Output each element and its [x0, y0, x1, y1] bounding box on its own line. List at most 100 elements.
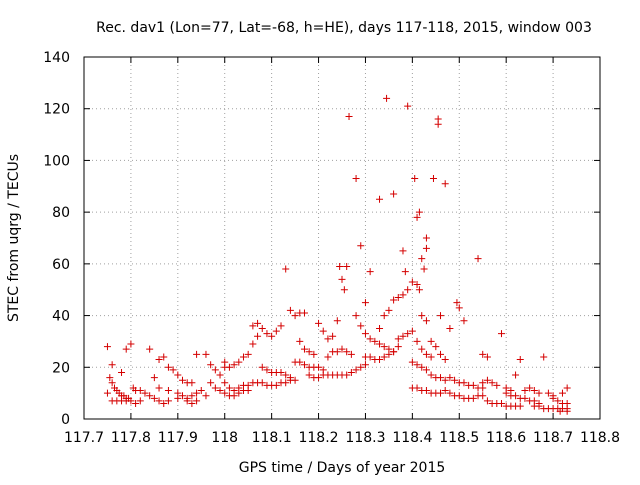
- data-point: [415, 286, 423, 294]
- data-point: [376, 195, 384, 203]
- x-tick-label: 118: [211, 430, 238, 446]
- data-point: [132, 399, 140, 407]
- data-point: [221, 379, 229, 387]
- data-point: [413, 384, 421, 392]
- data-point: [413, 361, 421, 369]
- data-point: [460, 317, 468, 325]
- data-point: [526, 384, 534, 392]
- data-point: [211, 366, 219, 374]
- data-point: [483, 353, 491, 361]
- data-points: [103, 94, 571, 415]
- data-point: [155, 384, 163, 392]
- x-axis-label: GPS time / Days of year 2015: [239, 460, 446, 476]
- x-tick-label: 118.6: [486, 430, 526, 446]
- data-point: [103, 343, 111, 351]
- data-point: [202, 392, 210, 400]
- data-point: [390, 190, 398, 198]
- data-point: [413, 213, 421, 221]
- data-point: [437, 389, 445, 397]
- data-point: [483, 397, 491, 405]
- data-point: [207, 379, 215, 387]
- data-point: [254, 332, 262, 340]
- data-point: [385, 350, 393, 358]
- data-point: [296, 337, 304, 345]
- data-point: [319, 327, 327, 335]
- data-point: [497, 330, 505, 338]
- x-tick-label: 118.3: [345, 430, 385, 446]
- data-point: [136, 397, 144, 405]
- data-point: [549, 394, 557, 402]
- data-point: [408, 278, 416, 286]
- data-point: [235, 358, 243, 366]
- data-point: [343, 371, 351, 379]
- data-point: [150, 394, 158, 402]
- y-axis-label: STEC from uqrg / TECUs: [6, 154, 22, 322]
- data-point: [338, 275, 346, 283]
- plot-frame: [83, 56, 601, 420]
- data-point: [441, 356, 449, 364]
- y-tick-label: 140: [43, 50, 70, 66]
- data-point: [249, 340, 257, 348]
- y-tick-label: 0: [61, 412, 70, 428]
- data-point: [254, 319, 262, 327]
- data-point: [441, 376, 449, 384]
- data-point: [376, 340, 384, 348]
- data-point: [390, 296, 398, 304]
- data-point: [272, 327, 280, 335]
- data-point: [422, 366, 430, 374]
- data-point: [357, 363, 365, 371]
- data-point: [216, 387, 224, 395]
- x-tick-label: 117.8: [111, 430, 151, 446]
- chart-title: Rec. dav1 (Lon=77, Lat=-68, h=HE), days …: [96, 20, 592, 36]
- data-point: [437, 350, 445, 358]
- data-point: [366, 335, 374, 343]
- data-point: [399, 291, 407, 299]
- data-point: [277, 322, 285, 330]
- y-tick-label: 20: [52, 360, 70, 376]
- data-point: [479, 350, 487, 358]
- data-point: [376, 325, 384, 332]
- data-point: [197, 387, 205, 395]
- x-tick-label: 118.7: [533, 430, 573, 446]
- data-point: [244, 350, 252, 358]
- data-point: [345, 112, 353, 120]
- y-tick-label: 120: [43, 102, 70, 118]
- data-point: [418, 345, 426, 353]
- data-point: [108, 379, 116, 387]
- data-point: [225, 384, 233, 392]
- data-point: [244, 387, 252, 395]
- x-tick-label: 118.8: [580, 430, 620, 446]
- data-point: [460, 379, 468, 387]
- data-point: [188, 399, 196, 407]
- data-point: [361, 299, 369, 307]
- data-point: [315, 374, 323, 382]
- data-point: [291, 312, 299, 320]
- x-tick-label: 118.1: [252, 430, 292, 446]
- data-point: [108, 361, 116, 369]
- data-point: [141, 389, 149, 397]
- data-point: [371, 337, 379, 345]
- grid: [84, 57, 600, 419]
- data-point: [146, 392, 154, 400]
- data-point: [422, 234, 430, 242]
- data-point: [361, 330, 369, 338]
- data-point: [282, 379, 290, 387]
- y-tick-label: 60: [52, 257, 70, 273]
- x-tick-label: 118.4: [392, 430, 432, 446]
- data-point: [446, 374, 454, 382]
- data-point: [497, 399, 505, 407]
- x-tick-label: 117.9: [158, 430, 198, 446]
- data-point: [422, 350, 430, 358]
- data-point: [512, 392, 520, 400]
- data-point: [150, 374, 158, 382]
- data-point: [160, 399, 168, 407]
- data-point: [296, 358, 304, 366]
- data-point: [249, 322, 257, 330]
- data-point: [512, 371, 520, 379]
- data-point: [361, 361, 369, 369]
- y-tick-label: 40: [52, 309, 70, 325]
- data-point: [413, 337, 421, 345]
- data-point: [399, 247, 407, 255]
- data-point: [347, 368, 355, 376]
